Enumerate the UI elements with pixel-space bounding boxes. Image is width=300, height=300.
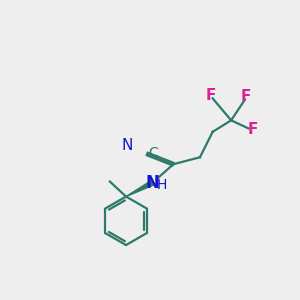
Polygon shape — [126, 180, 154, 196]
Text: N: N — [122, 138, 133, 153]
Text: F: F — [248, 122, 258, 137]
Text: C: C — [148, 146, 158, 160]
Text: F: F — [205, 88, 215, 103]
Text: F: F — [241, 89, 251, 104]
Text: N: N — [146, 174, 160, 192]
Text: H: H — [156, 178, 167, 191]
